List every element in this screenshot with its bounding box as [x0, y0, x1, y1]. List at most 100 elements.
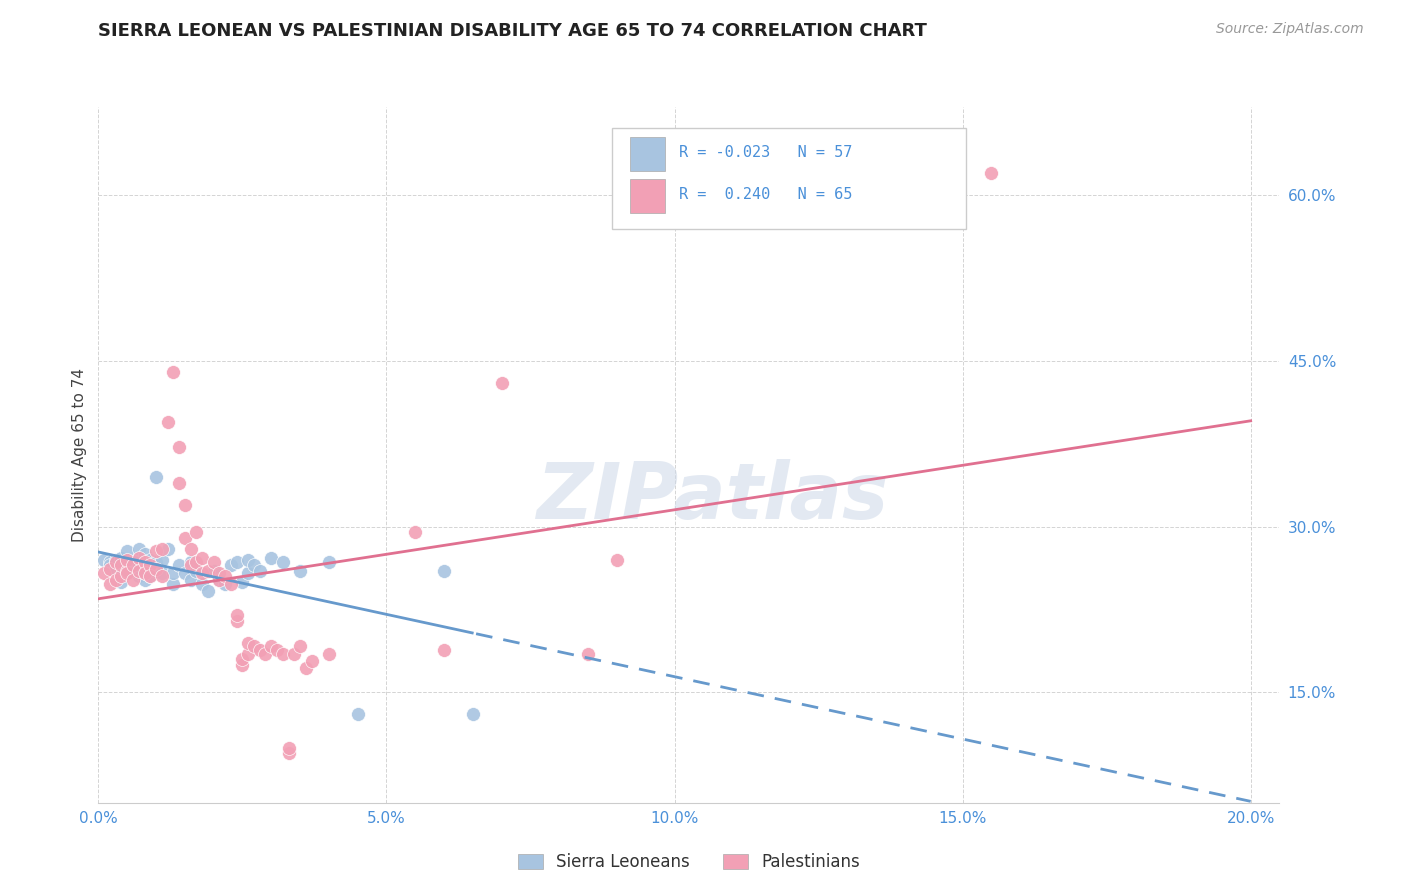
- Point: [110, 566, 132, 580]
- Point: [238, 647, 260, 661]
- Point: [249, 643, 271, 657]
- Point: [260, 550, 283, 565]
- FancyBboxPatch shape: [612, 128, 966, 229]
- Point: [162, 566, 184, 580]
- Point: [980, 166, 1002, 180]
- Point: [134, 558, 156, 573]
- Point: [191, 566, 214, 580]
- Point: [318, 647, 340, 661]
- Point: [491, 376, 513, 391]
- Point: [243, 639, 266, 653]
- Point: [98, 555, 121, 569]
- Point: [461, 707, 484, 722]
- Point: [150, 566, 173, 580]
- Point: [249, 564, 271, 578]
- Point: [139, 553, 162, 567]
- Point: [288, 639, 311, 653]
- Point: [110, 558, 132, 573]
- Text: ZIPatlas: ZIPatlas: [537, 458, 889, 534]
- Point: [162, 365, 184, 379]
- Point: [110, 574, 132, 589]
- FancyBboxPatch shape: [630, 137, 665, 171]
- Point: [208, 566, 231, 580]
- Point: [150, 553, 173, 567]
- Point: [238, 635, 260, 649]
- Point: [128, 550, 150, 565]
- Point: [134, 566, 156, 580]
- Point: [225, 614, 247, 628]
- Point: [139, 558, 162, 573]
- Point: [197, 564, 219, 578]
- Point: [156, 415, 179, 429]
- Point: [145, 564, 167, 578]
- Point: [433, 643, 456, 657]
- Point: [128, 541, 150, 556]
- Point: [115, 553, 138, 567]
- Point: [139, 569, 162, 583]
- Point: [115, 555, 138, 569]
- Point: [93, 553, 115, 567]
- Point: [122, 555, 145, 569]
- Point: [139, 562, 162, 576]
- Point: [115, 544, 138, 558]
- Point: [134, 573, 156, 587]
- Point: [150, 569, 173, 583]
- Point: [128, 566, 150, 580]
- Point: [260, 639, 283, 653]
- Point: [134, 566, 156, 580]
- Point: [104, 573, 127, 587]
- Point: [186, 555, 208, 569]
- Point: [156, 541, 179, 556]
- Point: [145, 544, 167, 558]
- Point: [104, 562, 127, 576]
- Point: [122, 558, 145, 573]
- Point: [115, 564, 138, 578]
- Point: [288, 564, 311, 578]
- Legend: Sierra Leoneans, Palestinians: Sierra Leoneans, Palestinians: [510, 847, 868, 878]
- Text: R =  0.240   N = 65: R = 0.240 N = 65: [679, 186, 853, 202]
- Point: [301, 655, 323, 669]
- Point: [180, 558, 202, 573]
- Point: [139, 569, 162, 583]
- Point: [576, 647, 599, 661]
- Point: [145, 562, 167, 576]
- Point: [202, 564, 225, 578]
- Point: [295, 661, 318, 675]
- Point: [98, 577, 121, 591]
- Point: [115, 566, 138, 580]
- Point: [271, 647, 294, 661]
- Point: [271, 555, 294, 569]
- Point: [214, 577, 236, 591]
- Text: Source: ZipAtlas.com: Source: ZipAtlas.com: [1216, 22, 1364, 37]
- Point: [219, 558, 242, 573]
- Y-axis label: Disability Age 65 to 74: Disability Age 65 to 74: [72, 368, 87, 542]
- Point: [180, 573, 202, 587]
- Point: [346, 707, 368, 722]
- Point: [197, 583, 219, 598]
- Point: [219, 577, 242, 591]
- Point: [243, 558, 266, 573]
- Point: [202, 555, 225, 569]
- Point: [167, 475, 190, 490]
- Point: [134, 555, 156, 569]
- Point: [186, 564, 208, 578]
- Point: [231, 657, 253, 672]
- Point: [98, 558, 121, 573]
- Point: [93, 566, 115, 580]
- Point: [283, 647, 305, 661]
- Point: [254, 647, 277, 661]
- Point: [180, 555, 202, 569]
- Point: [167, 558, 190, 573]
- Point: [186, 525, 208, 540]
- Point: [167, 440, 190, 454]
- Point: [191, 577, 214, 591]
- Point: [173, 566, 195, 580]
- Point: [104, 555, 127, 569]
- Point: [110, 569, 132, 583]
- Point: [110, 550, 132, 565]
- Point: [150, 541, 173, 556]
- Point: [606, 553, 628, 567]
- Point: [191, 550, 214, 565]
- Point: [231, 574, 253, 589]
- Point: [238, 566, 260, 580]
